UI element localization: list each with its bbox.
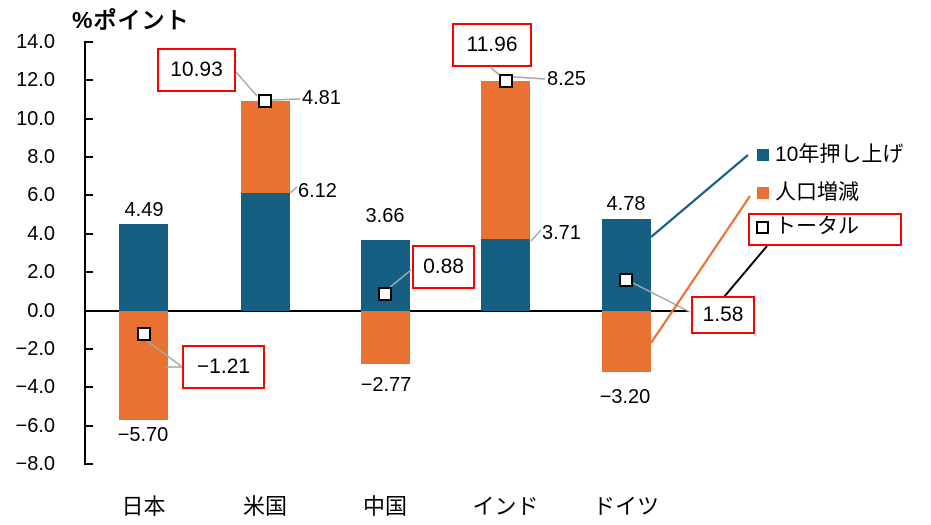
leader-line (289, 186, 298, 194)
y-axis-tick-label: 0.0 (27, 299, 55, 322)
data-label: 6.12 (298, 180, 337, 202)
x-axis-label: 米国 (242, 494, 288, 519)
total-marker (498, 74, 513, 89)
y-axis-tickmark (84, 271, 93, 274)
y-axis-tick-label: 2.0 (27, 261, 55, 284)
y-axis-tickmark (84, 79, 93, 82)
y-axis-tick-label: −2.0 (15, 337, 55, 360)
total-callout: 10.93 (157, 48, 236, 92)
legend-label: 10年押し上げ (775, 143, 904, 166)
y-axis-tick-label: 10.0 (16, 107, 55, 130)
y-axis-tickmark (84, 232, 93, 235)
total-callout: −1.21 (182, 345, 265, 389)
data-label: 4.49 (124, 199, 164, 221)
bar-segment-人口増減 (360, 310, 410, 364)
data-label: 4.78 (606, 193, 646, 215)
bar-segment-人口増減 (481, 81, 530, 240)
bar-segment-人口増減 (240, 100, 290, 194)
x-axis-label: ドイツ (592, 494, 660, 519)
total-callout: 1.58 (691, 296, 755, 334)
leader-line (650, 154, 749, 238)
bar-segment-10年押し上げ (240, 193, 290, 311)
data-label: 4.81 (302, 87, 341, 109)
y-axis-tick-label: −6.0 (15, 414, 55, 437)
y-axis-tick-label: 14.0 (16, 31, 55, 53)
bar-segment-10年押し上げ (481, 239, 530, 311)
y-axis-tickmark (84, 156, 93, 159)
y-axis-tick-label: 4.0 (27, 222, 55, 245)
bar-segment-人口増減 (601, 310, 651, 372)
legend-swatch-icon (757, 187, 769, 199)
total-marker (619, 273, 633, 288)
legend-swatch-icon (757, 149, 769, 161)
y-axis-tick-label: 8.0 (27, 146, 55, 169)
total-marker (378, 286, 392, 301)
y-axis-tickmark (84, 347, 93, 350)
total-marker (136, 326, 151, 341)
chart-title: %ポイント (72, 7, 190, 33)
legend-label: トータル (775, 215, 859, 238)
data-label: 3.66 (365, 205, 405, 227)
y-axis-tick-label: −4.0 (15, 376, 55, 399)
leader-line (235, 71, 258, 97)
y-axis-tickmark (84, 463, 93, 465)
legend-label: 人口増減 (775, 181, 859, 204)
x-axis-label: 日本 (121, 494, 166, 519)
y-axis-tick-label: −8.0 (15, 453, 55, 475)
y-axis-line (84, 42, 86, 464)
leader-line (270, 98, 301, 101)
total-callout: 0.88 (412, 245, 475, 289)
total-marker (258, 93, 272, 108)
data-label: −2.77 (360, 374, 412, 396)
y-axis-tickmark (84, 194, 93, 197)
data-label: −3.20 (599, 386, 651, 408)
x-axis-label: 中国 (362, 494, 408, 519)
leader-line (723, 245, 768, 298)
leader-line (530, 229, 542, 242)
y-axis-tickmark (84, 386, 93, 389)
y-axis-tick-label: 12.0 (16, 69, 55, 92)
y-axis-tickmark (84, 117, 93, 120)
data-label: 8.25 (547, 68, 586, 90)
total-callout: 11.96 (452, 23, 532, 67)
data-label: 3.71 (542, 222, 581, 244)
x-axis-label: インド (472, 494, 539, 519)
y-axis-tick-label: 6.0 (27, 184, 55, 207)
legend-item-2: 人口増減 (757, 181, 859, 205)
legend-item-1: 10年押し上げ (757, 143, 903, 167)
data-label: −5.70 (117, 424, 169, 446)
legend-total-box (748, 213, 902, 246)
y-axis-tickmark (84, 424, 93, 427)
bar-segment-10年押し上げ (601, 218, 651, 311)
legend-item-3: トータル (756, 215, 859, 239)
legend-swatch-icon (756, 220, 769, 234)
y-axis-tickmark (84, 41, 93, 43)
bar-segment-10年押し上げ (119, 224, 168, 311)
